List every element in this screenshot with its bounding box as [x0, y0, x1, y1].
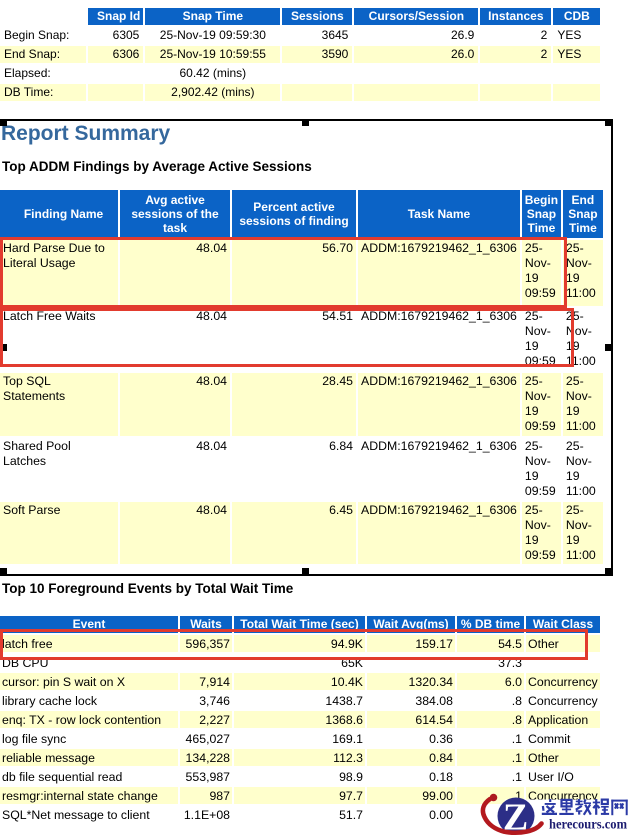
svg-text:herecours.com: herecours.com — [549, 818, 627, 833]
